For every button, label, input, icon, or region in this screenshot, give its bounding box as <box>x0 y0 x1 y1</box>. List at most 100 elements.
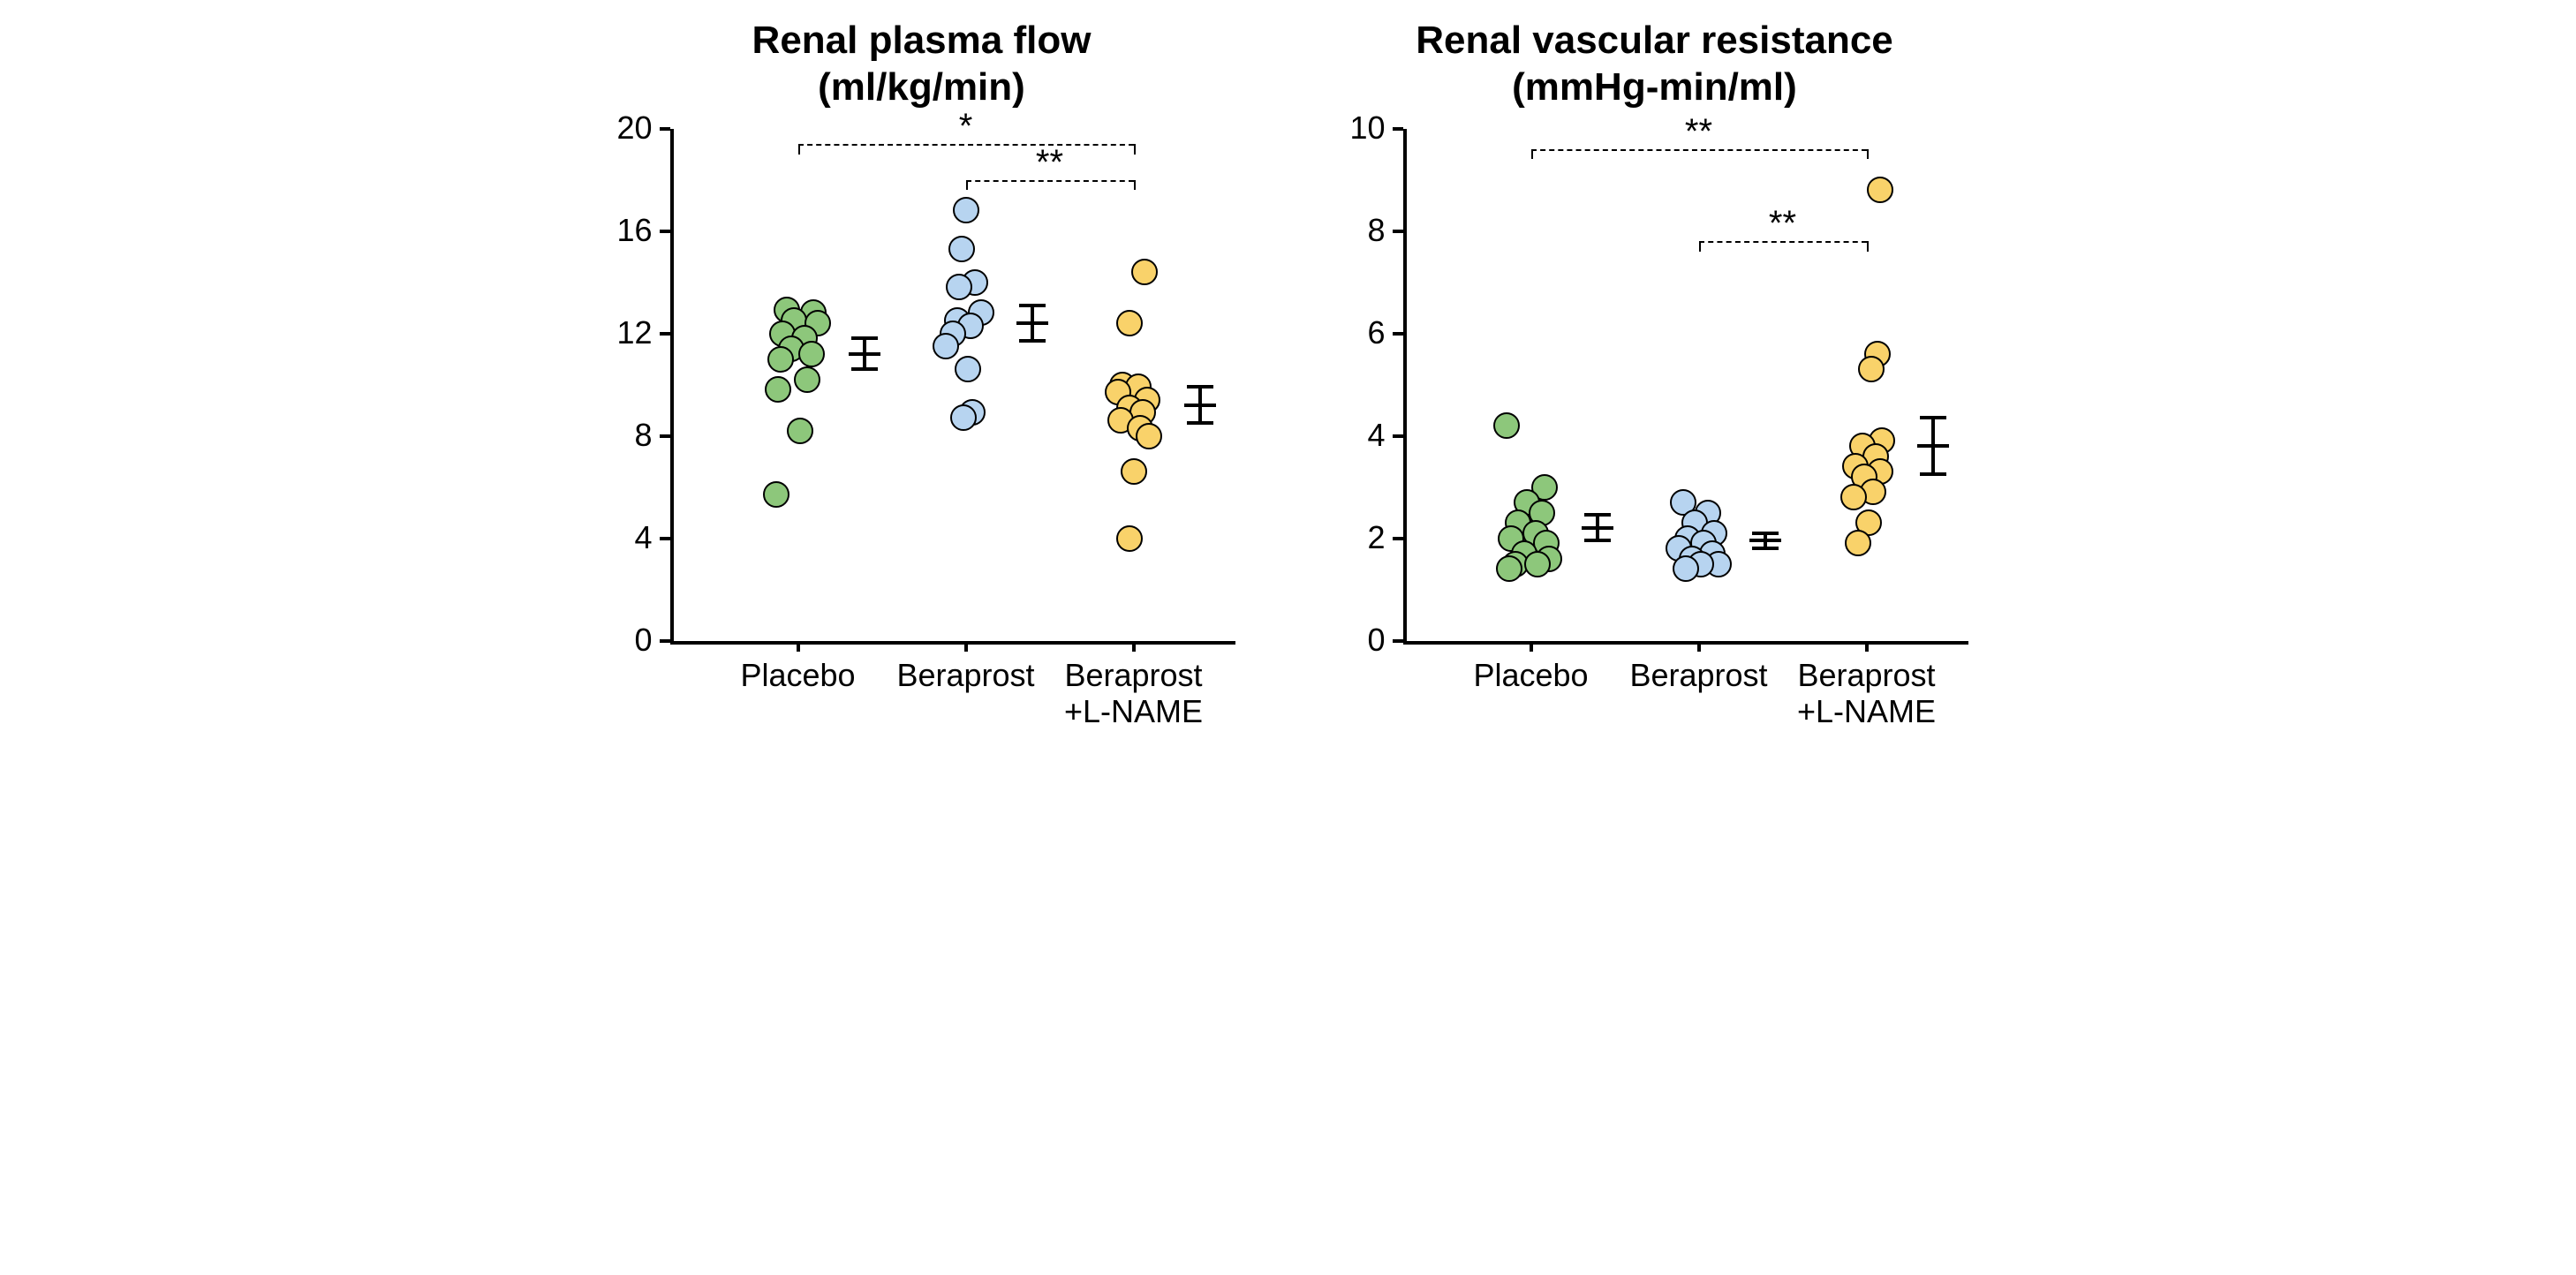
panel-title-line2: (ml/kg/min) <box>752 64 1092 111</box>
y-tick-label: 20 <box>591 109 653 147</box>
error-cap <box>1187 385 1213 389</box>
plot-area: 048121620PlaceboBeraprostBeraprost +L-NA… <box>591 111 1253 773</box>
error-mean <box>1016 321 1048 325</box>
panel-title-line1: Renal plasma flow <box>752 18 1092 64</box>
data-point <box>1116 310 1143 336</box>
y-tick-label: 2 <box>1324 519 1386 556</box>
y-tick <box>660 537 670 540</box>
error-cap <box>1019 304 1046 307</box>
panel-title-line2: (mmHg-min/ml) <box>1416 64 1893 111</box>
panel-title-line1: Renal vascular resistance <box>1416 18 1893 64</box>
y-tick <box>660 230 670 233</box>
data-point <box>787 418 813 444</box>
significance-bracket-tick <box>1699 241 1701 252</box>
y-axis <box>670 129 674 641</box>
y-tick-label: 12 <box>591 314 653 351</box>
data-point <box>933 333 959 359</box>
chart-panel: Renal vascular resistance(mmHg-min/ml) 0 2… <box>1324 18 1986 773</box>
data-point <box>767 346 794 373</box>
data-point <box>798 341 825 367</box>
y-tick-label: 6 <box>1324 314 1386 351</box>
error-mean <box>849 352 880 356</box>
x-tick <box>1132 641 1136 652</box>
x-category-label: Beraprost +L-NAME <box>1028 657 1240 730</box>
significance-bracket-tick <box>966 180 968 191</box>
y-tick <box>1393 230 1403 233</box>
panel-title: Renal plasma flow(ml/kg/min) <box>752 18 1092 111</box>
significance-bracket-tick <box>1531 149 1533 160</box>
data-point <box>1116 525 1143 552</box>
y-tick <box>1393 332 1403 336</box>
y-tick <box>660 127 670 131</box>
data-point <box>1524 551 1551 577</box>
data-point <box>955 356 981 382</box>
y-tick-label: 4 <box>1324 417 1386 454</box>
error-mean <box>1917 444 1949 448</box>
error-mean <box>1582 526 1613 530</box>
significance-bracket-tick <box>798 144 800 155</box>
significance-bracket-tick <box>1134 180 1136 191</box>
error-mean <box>1184 404 1216 407</box>
error-cap <box>1752 547 1779 550</box>
error-cap <box>1752 532 1779 535</box>
error-cap <box>851 367 878 371</box>
significance-bracket-tick <box>1867 241 1869 252</box>
y-tick-label: 0 <box>1324 622 1386 659</box>
x-axis <box>670 641 1235 645</box>
error-cap <box>1584 513 1611 517</box>
data-point <box>765 376 791 403</box>
data-point <box>1867 177 1893 203</box>
data-point <box>948 236 975 262</box>
x-tick <box>964 641 968 652</box>
y-tick <box>660 434 670 438</box>
significance-label: * <box>922 107 1010 147</box>
x-category-label: Beraprost +L-NAME <box>1761 657 1973 730</box>
data-point <box>794 366 820 393</box>
x-tick <box>1697 641 1701 652</box>
data-point <box>953 197 979 223</box>
data-point <box>1136 423 1162 449</box>
y-tick-label: 10 <box>1324 109 1386 147</box>
error-cap <box>851 336 878 340</box>
significance-bracket-tick <box>1867 149 1869 160</box>
x-tick <box>1530 641 1533 652</box>
data-point <box>946 274 972 300</box>
x-tick <box>1865 641 1869 652</box>
data-point <box>1493 412 1520 439</box>
y-tick <box>1393 127 1403 131</box>
y-tick-label: 4 <box>591 519 653 556</box>
data-point <box>1858 356 1885 382</box>
y-tick <box>660 639 670 643</box>
y-axis <box>1403 129 1407 641</box>
y-tick <box>660 332 670 336</box>
error-cap <box>1019 339 1046 343</box>
significance-label: ** <box>1739 204 1827 244</box>
y-tick-label: 0 <box>591 622 653 659</box>
x-axis <box>1403 641 1968 645</box>
error-cap <box>1920 472 1946 476</box>
chart-panel: Renal plasma flow(ml/kg/min)048121620Pla… <box>591 18 1253 773</box>
error-cap <box>1584 539 1611 542</box>
data-point <box>1840 484 1867 510</box>
y-tick <box>1393 639 1403 643</box>
significance-bracket-tick <box>1134 144 1136 155</box>
figure: Renal plasma flow(ml/kg/min)048121620Pla… <box>0 0 2576 791</box>
panel-title: Renal vascular resistance(mmHg-min/ml) <box>1416 18 1893 111</box>
x-tick <box>797 641 800 652</box>
y-tick-label: 16 <box>591 212 653 249</box>
error-cap <box>1920 416 1946 419</box>
data-point <box>1673 555 1699 582</box>
data-point <box>950 404 977 431</box>
y-tick <box>1393 434 1403 438</box>
y-tick-label: 8 <box>591 417 653 454</box>
y-tick <box>1393 537 1403 540</box>
data-point <box>1845 530 1871 556</box>
significance-label: ** <box>1006 143 1094 183</box>
y-tick-label: 8 <box>1324 212 1386 249</box>
plot-area: 0246810PlaceboBeraprostBeraprost +L-NAME… <box>1324 111 1986 773</box>
data-point <box>1131 259 1158 285</box>
data-point <box>763 481 789 508</box>
error-mean <box>1749 539 1781 542</box>
significance-label: ** <box>1655 112 1743 152</box>
error-cap <box>1187 421 1213 425</box>
